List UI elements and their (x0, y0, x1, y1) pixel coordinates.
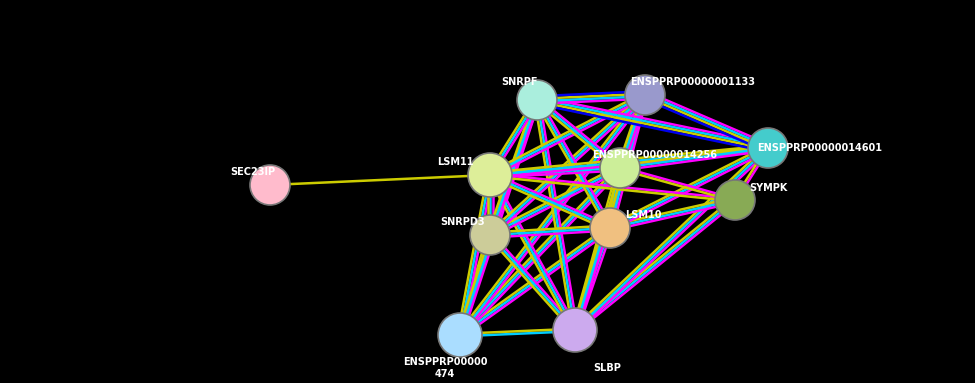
Circle shape (715, 180, 755, 220)
Text: SNRPF: SNRPF (501, 77, 537, 87)
Circle shape (590, 208, 630, 248)
Circle shape (600, 148, 640, 188)
Text: SNRPD3: SNRPD3 (441, 217, 486, 227)
Text: ENSPPRP00000014601: ENSPPRP00000014601 (758, 143, 882, 153)
Circle shape (438, 313, 482, 357)
Text: SYMPK: SYMPK (749, 183, 787, 193)
Text: SLBP: SLBP (593, 363, 621, 373)
Text: ENSPPRP00000001133: ENSPPRP00000001133 (631, 77, 756, 87)
Circle shape (553, 308, 597, 352)
Circle shape (470, 215, 510, 255)
Text: ENSPPRP00000
474: ENSPPRP00000 474 (403, 357, 488, 379)
Circle shape (625, 75, 665, 115)
Text: LSM10: LSM10 (625, 210, 661, 220)
Text: LSM11: LSM11 (437, 157, 473, 167)
Circle shape (748, 128, 788, 168)
Circle shape (517, 80, 557, 120)
Circle shape (468, 153, 512, 197)
Text: ENSPPRP00000014256: ENSPPRP00000014256 (593, 150, 718, 160)
Text: SEC23IP: SEC23IP (230, 167, 276, 177)
Circle shape (250, 165, 290, 205)
